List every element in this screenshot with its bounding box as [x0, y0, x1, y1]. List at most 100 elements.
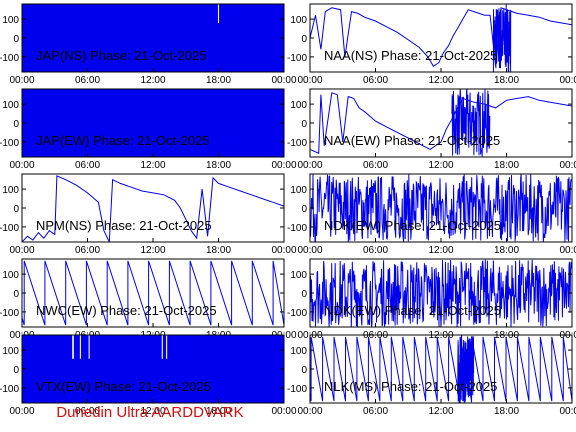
panel-2-xlabel-1: 06:00: [75, 160, 100, 171]
panel-7-ylabel-1: 0: [301, 289, 307, 300]
panel-4-ylabel-1: 0: [13, 204, 19, 215]
panel-5-xlabel-4: 00:00: [559, 245, 576, 256]
panel-0-ylabel-1: 0: [13, 34, 19, 45]
panel-5-ylabel-2: -100: [287, 223, 307, 234]
panel-8: 100 0 -100 00:00 06:00 12:00 18:00 00:00 VTX(EW)…: [0, 334, 297, 417]
panel-4: 100 0 -100 00:00 06:00 12:00 18:00 00:00 NPM(NS)…: [0, 173, 297, 256]
panel-8-gap-0: [72, 335, 74, 359]
panel-1-xlabel-2: 12:00: [428, 75, 453, 86]
panel-3-xlabel-0: 00:00: [297, 160, 322, 171]
panel-7-ylabel-2: -100: [287, 308, 307, 319]
panel-9-ylabel-1: 0: [301, 365, 307, 376]
panel-3-ylabel-2: -100: [287, 138, 307, 149]
panel-0-xlabel-4: 00:00: [271, 75, 296, 86]
panel-2-ylabel-0: 100: [2, 100, 19, 111]
panel-5-title: NDK(EW) Phase: 21-Oct-2025: [324, 218, 501, 233]
panel-3-ylabel-1: 0: [301, 119, 307, 130]
panel-9-xlabel-4: 00:00: [559, 406, 576, 417]
panel-8-gap-3: [161, 335, 163, 359]
panel-7-ylabel-0: 100: [290, 270, 307, 281]
panel-8-xlabel-3: 18:00: [206, 406, 231, 417]
panel-1-ylabel-2: -100: [287, 53, 307, 64]
panel-0-trace: [22, 4, 284, 72]
panel-3-xlabel-3: 18:00: [494, 160, 519, 171]
panel-9: 100 0 -100 00:00 06:00 12:00 18:00 00:00 NLK(MS)…: [287, 334, 576, 417]
panel-5-xlabel-2: 12:00: [428, 245, 453, 256]
panel-0-xlabel-0: 00:00: [9, 75, 34, 86]
panel-0-fill: [22, 4, 284, 72]
footer-label: Dunedin Ultra AARDDVARK: [56, 404, 244, 421]
panel-6-title: NWC(EW) Phase: 21-Oct-2025: [36, 303, 217, 318]
panel-8-gap-2: [88, 335, 90, 359]
panel-1: 100 0 -100 00:00 06:00 12:00 18:00 00:00 NAA(NS)…: [287, 3, 576, 86]
panel-3-band-0: [451, 89, 491, 157]
panel-0-gap-0: [217, 4, 220, 24]
panel-6: 1000-10000:0006:0012:0018:0000:00NWC(EW)…: [0, 258, 297, 341]
panel-8-ylabel-0: 100: [2, 346, 19, 357]
panel-0-ylabel-0: 100: [2, 15, 19, 26]
panel-3-trace: [310, 89, 572, 157]
panel-7-title: NDK(EW) Phase: 21-Oct-2025: [324, 303, 501, 318]
panel-3-xlabel-1: 06:00: [363, 160, 388, 171]
panel-9-title: NLK(MS) Phase: 21-Oct-2025: [324, 379, 497, 394]
panel-8-gap-1: [79, 335, 81, 359]
panel-5: 100 0 -100 00:00 06:00 12:00 18:00 00:00 NDK(EW)…: [287, 173, 576, 256]
panel-8-xlabel-2: 12:00: [140, 406, 165, 417]
panel-8-trace: [22, 335, 284, 403]
panel-0-xlabel-2: 12:00: [140, 75, 165, 86]
panel-1-ylabel-0: 100: [290, 15, 307, 26]
panel-9-xlabel-2: 12:00: [428, 406, 453, 417]
panel-1-ylabel-1: 0: [301, 34, 307, 45]
panel-6-line: [22, 260, 284, 326]
panel-5-ylabel-1: 0: [301, 204, 307, 215]
panel-4-xlabel-1: 06:00: [75, 245, 100, 256]
panel-8-fill: [22, 335, 284, 403]
panel-0-ylabel-2: -100: [0, 53, 19, 64]
panel-5-line: [310, 174, 572, 242]
panel-9-line: [310, 336, 572, 402]
panel-3-xlabel-2: 12:00: [428, 160, 453, 171]
panel-9-band-0: [456, 335, 475, 403]
panel-2-ylabel-1: 0: [13, 119, 19, 130]
panel-9-xlabel-1: 06:00: [363, 406, 388, 417]
panel-1-xlabel-3: 18:00: [494, 75, 519, 86]
panel-0-title: JAP(NS) Phase: 21-Oct-2025: [36, 48, 207, 63]
panel-2-trace: [22, 89, 284, 157]
panel-7: 1000-10000:0006:0012:0018:0000:00NDK(EW)…: [287, 258, 576, 341]
panel-8-title: VTX(EW) Phase: 21-Oct-2025: [36, 379, 211, 394]
panel-6-ylabel-1: 0: [13, 289, 19, 300]
panel-3-xlabel-4: 00:00: [559, 160, 576, 171]
panel-8-xlabel-0: 00:00: [9, 406, 34, 417]
panel-4-trace: [22, 175, 284, 242]
panel-6-ylabel-0: 100: [2, 270, 19, 281]
panel-3-ylabel-0: 100: [290, 100, 307, 111]
panel-4-xlabel-2: 12:00: [140, 245, 165, 256]
panel-5-trace: [310, 174, 572, 242]
panel-3-line: [310, 92, 572, 154]
panel-9-ylabel-2: -100: [287, 384, 307, 395]
panel-1-xlabel-1: 06:00: [363, 75, 388, 86]
panel-8-ylabel-2: -100: [0, 384, 19, 395]
panel-2-fill: [22, 89, 284, 157]
panel-8-gap-4: [166, 335, 168, 359]
panel-9-ylabel-0: 100: [290, 346, 307, 357]
panel-6-ylabel-2: -100: [0, 308, 19, 319]
panel-1-band-0: [492, 4, 512, 72]
panel-9-xlabel-3: 18:00: [494, 406, 519, 417]
panel-2: 100 0 -100 00:00 06:00 12:00 18:00 00:00 JAP(EW)…: [0, 88, 297, 171]
panel-1-trace: [310, 4, 572, 72]
panel-3-title: NAA(EW) Phase: 21-Oct-2025: [324, 133, 500, 148]
panel-2-title: JAP(EW) Phase: 21-Oct-2025: [36, 133, 209, 148]
panel-8-ylabel-1: 0: [13, 365, 19, 376]
panel-7-line: [310, 259, 572, 327]
panel-4-title: NPM(NS) Phase: 21-Oct-2025: [36, 218, 212, 233]
panel-3: 100 0 -100 00:00 06:00 12:00 18:00 00:00 NAA(EW)…: [287, 88, 576, 171]
panel-2-xlabel-4: 00:00: [271, 160, 296, 171]
panel-1-xlabel-0: 00:00: [297, 75, 322, 86]
panel-5-xlabel-1: 06:00: [363, 245, 388, 256]
panel-0-xlabel-3: 18:00: [206, 75, 231, 86]
panel-9-trace: [310, 335, 572, 403]
panel-7-trace: [310, 259, 572, 327]
panel-0: 100 0 -100 00:00 06:00 12:00 18:00 00:00 JAP(NS)…: [0, 3, 297, 86]
